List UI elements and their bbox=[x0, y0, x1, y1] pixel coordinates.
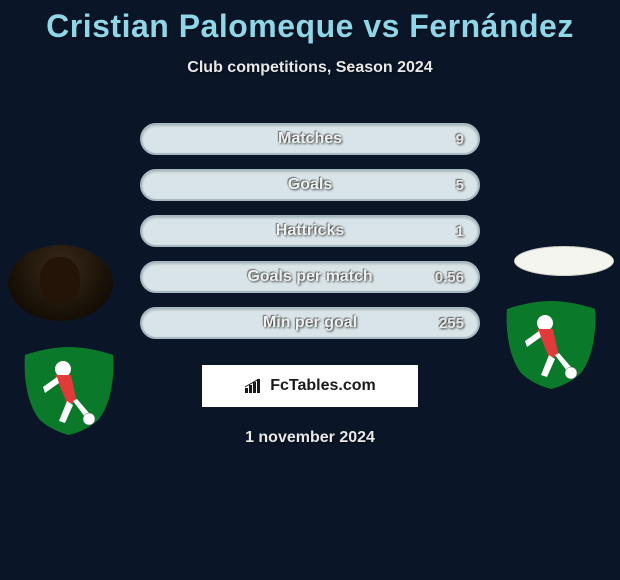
stat-bars: Matches 9 Goals 5 Hattricks 1 Goals per … bbox=[140, 123, 480, 353]
stat-value-right: 255 bbox=[439, 315, 464, 332]
club-right-logo bbox=[500, 301, 602, 389]
subtitle: Club competitions, Season 2024 bbox=[0, 59, 620, 77]
stat-label: Matches bbox=[278, 130, 342, 148]
bar-chart-icon bbox=[244, 378, 264, 394]
stat-row: Goals per match 0.56 bbox=[140, 261, 480, 293]
stat-label: Goals bbox=[288, 176, 332, 194]
stat-row: Matches 9 bbox=[140, 123, 480, 155]
stat-row: Hattricks 1 bbox=[140, 215, 480, 247]
stats-area: Matches 9 Goals 5 Hattricks 1 Goals per … bbox=[0, 123, 620, 353]
stat-value-right: 5 bbox=[456, 177, 464, 194]
branding-text: FcTables.com bbox=[270, 377, 376, 395]
page-title: Cristian Palomeque vs Fernández bbox=[0, 0, 620, 45]
stat-value-right: 1 bbox=[456, 223, 464, 240]
stat-value-right: 9 bbox=[456, 131, 464, 148]
shield-icon bbox=[500, 301, 602, 389]
shield-icon bbox=[18, 347, 120, 435]
club-left-logo bbox=[18, 347, 120, 435]
stat-label: Min per goal bbox=[263, 314, 357, 332]
player-left-avatar bbox=[8, 245, 113, 321]
stat-value-right: 0.56 bbox=[435, 269, 464, 286]
branding-box: FcTables.com bbox=[202, 365, 418, 407]
stat-label: Hattricks bbox=[276, 222, 344, 240]
stat-row: Goals 5 bbox=[140, 169, 480, 201]
stat-row: Min per goal 255 bbox=[140, 307, 480, 339]
stat-label: Goals per match bbox=[247, 268, 372, 286]
player-right-flag bbox=[514, 246, 614, 276]
